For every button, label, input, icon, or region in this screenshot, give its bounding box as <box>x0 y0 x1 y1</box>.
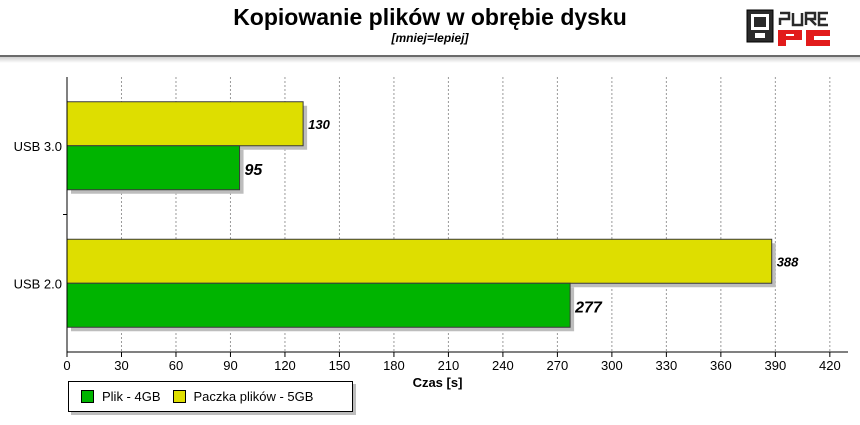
axes <box>63 77 848 357</box>
logo-monitor-icon <box>746 9 774 43</box>
legend-item-plik: Plik - 4GB <box>69 389 161 404</box>
header-divider-shadow <box>0 57 860 63</box>
legend-swatch-paczka <box>172 390 186 403</box>
x-tick-label: 210 <box>438 358 460 373</box>
x-tick-label: 330 <box>656 358 678 373</box>
legend-label-paczka: Paczka plików - 5GB <box>193 389 314 404</box>
x-tick-label: 150 <box>329 358 351 373</box>
y-tick-label: USB 2.0 <box>14 276 62 291</box>
legend-label-plik: Plik - 4GB <box>102 389 161 404</box>
chart-title: Kopiowanie plików w obrębie dysku <box>233 4 627 30</box>
data-label: 130 <box>308 117 330 132</box>
x-tick-label: 390 <box>764 358 786 373</box>
data-label: 388 <box>777 254 799 269</box>
x-tick-label: 180 <box>383 358 405 373</box>
legend-item-paczka: Paczka plików - 5GB <box>161 389 314 404</box>
logo-wordmark <box>778 11 828 27</box>
y-tick-label: USB 3.0 <box>14 139 62 154</box>
x-tick-label: 420 <box>819 358 841 373</box>
logo-pc-mark <box>778 30 830 46</box>
x-tick-labels: 0 30 60 90 120 150 180 210 240 270 300 330 360 390 420 <box>63 358 840 373</box>
x-tick-label: 360 <box>710 358 732 373</box>
bar <box>66 282 571 328</box>
legend: Plik - 4GB Paczka plików - 5GB <box>68 381 353 412</box>
bar <box>66 101 304 147</box>
x-tick-label: 0 <box>63 358 70 373</box>
y-tick-labels: USB 3.0 USB 2.0 <box>14 139 62 292</box>
x-axis-label: Czas [s] <box>413 375 463 390</box>
bars: 130 95 388 277 <box>66 101 799 332</box>
x-tick-label: 270 <box>547 358 569 373</box>
x-tick-label: 300 <box>601 358 623 373</box>
x-tick-label: 90 <box>223 358 237 373</box>
bar <box>66 238 773 284</box>
x-tick-label: 240 <box>492 358 514 373</box>
chart-header: Kopiowanie plików w obrębie dysku [mniej… <box>0 0 860 63</box>
legend-swatch-plik <box>81 390 94 403</box>
x-tick-label: 120 <box>274 358 296 373</box>
bar <box>66 145 241 191</box>
data-label: 95 <box>245 162 264 179</box>
header-divider <box>0 55 860 57</box>
chart-subtitle: [mniej=lepiej] <box>391 31 469 45</box>
purepc-logo <box>746 9 830 46</box>
x-tick-label: 30 <box>114 358 128 373</box>
x-tick-label: 60 <box>169 358 183 373</box>
data-label: 277 <box>574 299 603 316</box>
